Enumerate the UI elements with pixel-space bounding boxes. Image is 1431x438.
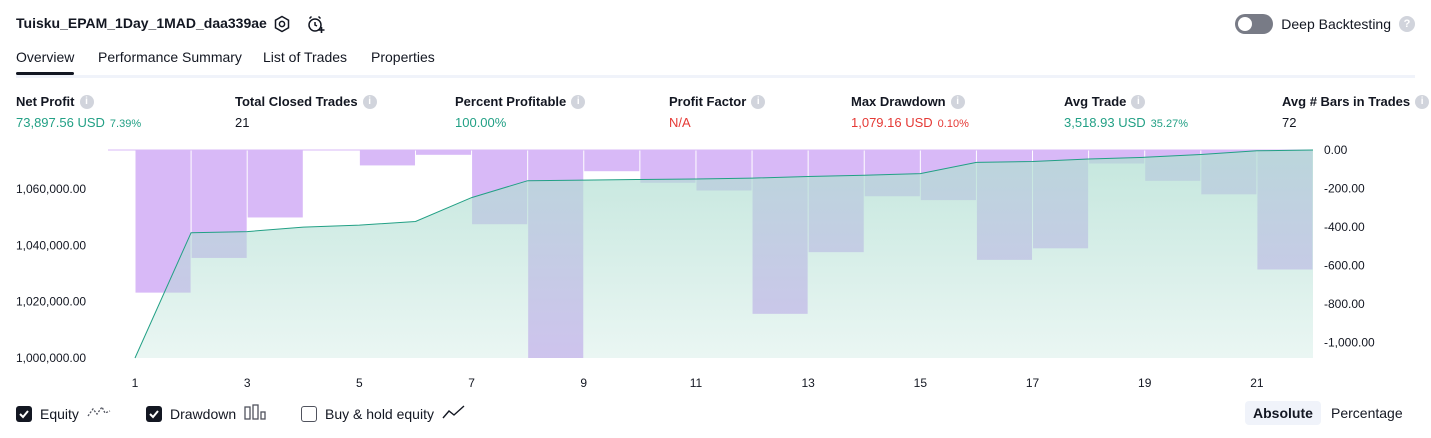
info-icon[interactable]: i — [1131, 94, 1146, 109]
y-right-tick-label: 0.00 — [1324, 143, 1348, 157]
y-right-tick-label: -800.00 — [1324, 297, 1365, 311]
absolute-mode-button[interactable]: Absolute — [1245, 401, 1321, 425]
drawdown-label: Drawdown — [170, 405, 237, 422]
y-left-tick-label: 1,040,000.00 — [16, 238, 86, 252]
drawdown-bar[interactable] — [359, 150, 415, 166]
metric-label: Total Closed Trades — [235, 94, 358, 109]
x-tick-label: 7 — [468, 376, 475, 390]
metric-value: N/A — [669, 115, 691, 130]
metric-label: Net Profit — [16, 94, 75, 109]
x-tick-label: 9 — [580, 376, 587, 390]
metric-label: Max Drawdown — [851, 94, 946, 109]
metric-percent-profitable: Percent Profitable i 100.00% — [455, 94, 586, 130]
buy-hold-label: Buy & hold equity — [325, 405, 434, 422]
metric-sub-value: 7.39% — [109, 118, 142, 130]
legend-drawdown[interactable]: Drawdown — [146, 404, 266, 423]
metric-value: 21 — [235, 115, 250, 130]
equity-line[interactable] — [134, 149, 1314, 359]
x-tick-label: 13 — [801, 376, 815, 390]
legend-equity[interactable]: Equity — [16, 404, 111, 423]
y-left-tick-label: 1,060,000.00 — [16, 182, 86, 196]
tab-properties[interactable]: Properties — [371, 49, 435, 65]
equity-checkbox[interactable] — [16, 405, 32, 422]
settings-icon[interactable] — [272, 14, 292, 34]
deep-backtesting-control: Deep Backtesting ? — [1235, 14, 1415, 34]
add-alert-icon[interactable] — [306, 14, 326, 34]
metric-sub-value: 35.27% — [1150, 118, 1188, 130]
buy-hold-line-icon — [442, 404, 466, 423]
drawdown-bar[interactable] — [640, 150, 696, 183]
tab-performance-summary[interactable]: Performance Summary — [98, 49, 242, 65]
help-icon[interactable]: ? — [1399, 16, 1415, 32]
metric-value: 73,897.56 USD — [16, 115, 105, 130]
x-tick-label: 19 — [1138, 376, 1152, 390]
drawdown-checkbox[interactable] — [146, 405, 162, 422]
y-right-tick-label: -600.00 — [1324, 259, 1365, 273]
tab-list-of-trades[interactable]: List of Trades — [263, 49, 348, 65]
metric-label: Avg Trade — [1064, 94, 1127, 109]
x-tick-label: 3 — [244, 376, 251, 390]
info-icon[interactable]: i — [79, 94, 94, 109]
legend-buy-hold-equity[interactable]: Buy & hold equity — [301, 404, 466, 423]
equity-line-icon — [87, 404, 111, 423]
x-tick-label: 1 — [132, 376, 139, 390]
info-icon[interactable]: i — [751, 94, 766, 109]
metric-sub-value: 0.10% — [937, 118, 969, 130]
metric-label: Avg # Bars in Trades — [1282, 94, 1411, 109]
x-tick-label: 15 — [914, 376, 928, 390]
equity-drawdown-chart[interactable]: 1,000,000.00 1,020,000.00 1,040,000.00 1,06… — [0, 140, 1431, 395]
metric-value: 1,079.16 USD — [851, 115, 933, 130]
metric-profit-factor: Profit Factor i N/A — [669, 94, 766, 130]
strategy-title: Tuisku_EPAM_1Day_1MAD_daa339ae — [16, 15, 267, 31]
report-tabs: Overview Performance Summary List of Tra… — [16, 45, 1415, 78]
metric-value: 72 — [1282, 115, 1297, 130]
strategy-header: Tuisku_EPAM_1Day_1MAD_daa339ae Deep Back… — [16, 12, 1415, 36]
metric-avg-bars-in-trades: Avg # Bars in Trades i 72 — [1282, 94, 1430, 130]
metric-avg-trade: Avg Trade i 3,518.93 USD 35.27% — [1064, 94, 1188, 130]
y-right-tick-label: -400.00 — [1324, 220, 1365, 234]
toggle-knob — [1238, 17, 1253, 31]
metric-max-drawdown: Max Drawdown i 1,079.16 USD 0.10% — [851, 94, 969, 130]
metric-value: 3,518.93 USD — [1064, 115, 1146, 130]
deep-backtesting-label: Deep Backtesting — [1281, 16, 1391, 32]
y-right-tick-label: -1,000.00 — [1324, 336, 1375, 350]
y-left-tick-label: 1,020,000.00 — [16, 295, 86, 309]
equity-label: Equity — [40, 405, 79, 422]
metric-label: Percent Profitable — [455, 94, 567, 109]
y-right-tick-label: -200.00 — [1324, 182, 1365, 196]
x-tick-label: 17 — [1026, 376, 1040, 390]
info-icon[interactable]: i — [950, 94, 965, 109]
x-tick-label: 5 — [356, 376, 363, 390]
y-left-tick-label: 1,000,000.00 — [16, 351, 86, 365]
x-tick-label: 21 — [1250, 376, 1264, 390]
x-tick-label: 11 — [690, 376, 703, 390]
metric-label: Profit Factor — [669, 94, 747, 109]
tab-overview[interactable]: Overview — [16, 49, 75, 75]
drawdown-bars-icon — [244, 404, 266, 423]
percentage-mode-button[interactable]: Percentage — [1331, 405, 1403, 421]
drawdown-bar[interactable] — [247, 150, 303, 218]
info-icon[interactable]: i — [571, 94, 586, 109]
drawdown-bar[interactable] — [415, 150, 472, 155]
info-icon[interactable]: i — [362, 94, 377, 109]
metric-net-profit: Net Profit i 73,897.56 USD 7.39% — [16, 94, 141, 130]
metric-total-closed-trades: Total Closed Trades i 21 — [235, 94, 377, 130]
metric-value: 100.00% — [455, 115, 507, 130]
drawdown-bar[interactable] — [584, 150, 640, 172]
buy-hold-checkbox[interactable] — [301, 405, 317, 422]
equity-area — [135, 150, 1313, 358]
info-icon[interactable]: i — [1415, 94, 1430, 109]
deep-backtesting-toggle[interactable] — [1235, 14, 1274, 34]
